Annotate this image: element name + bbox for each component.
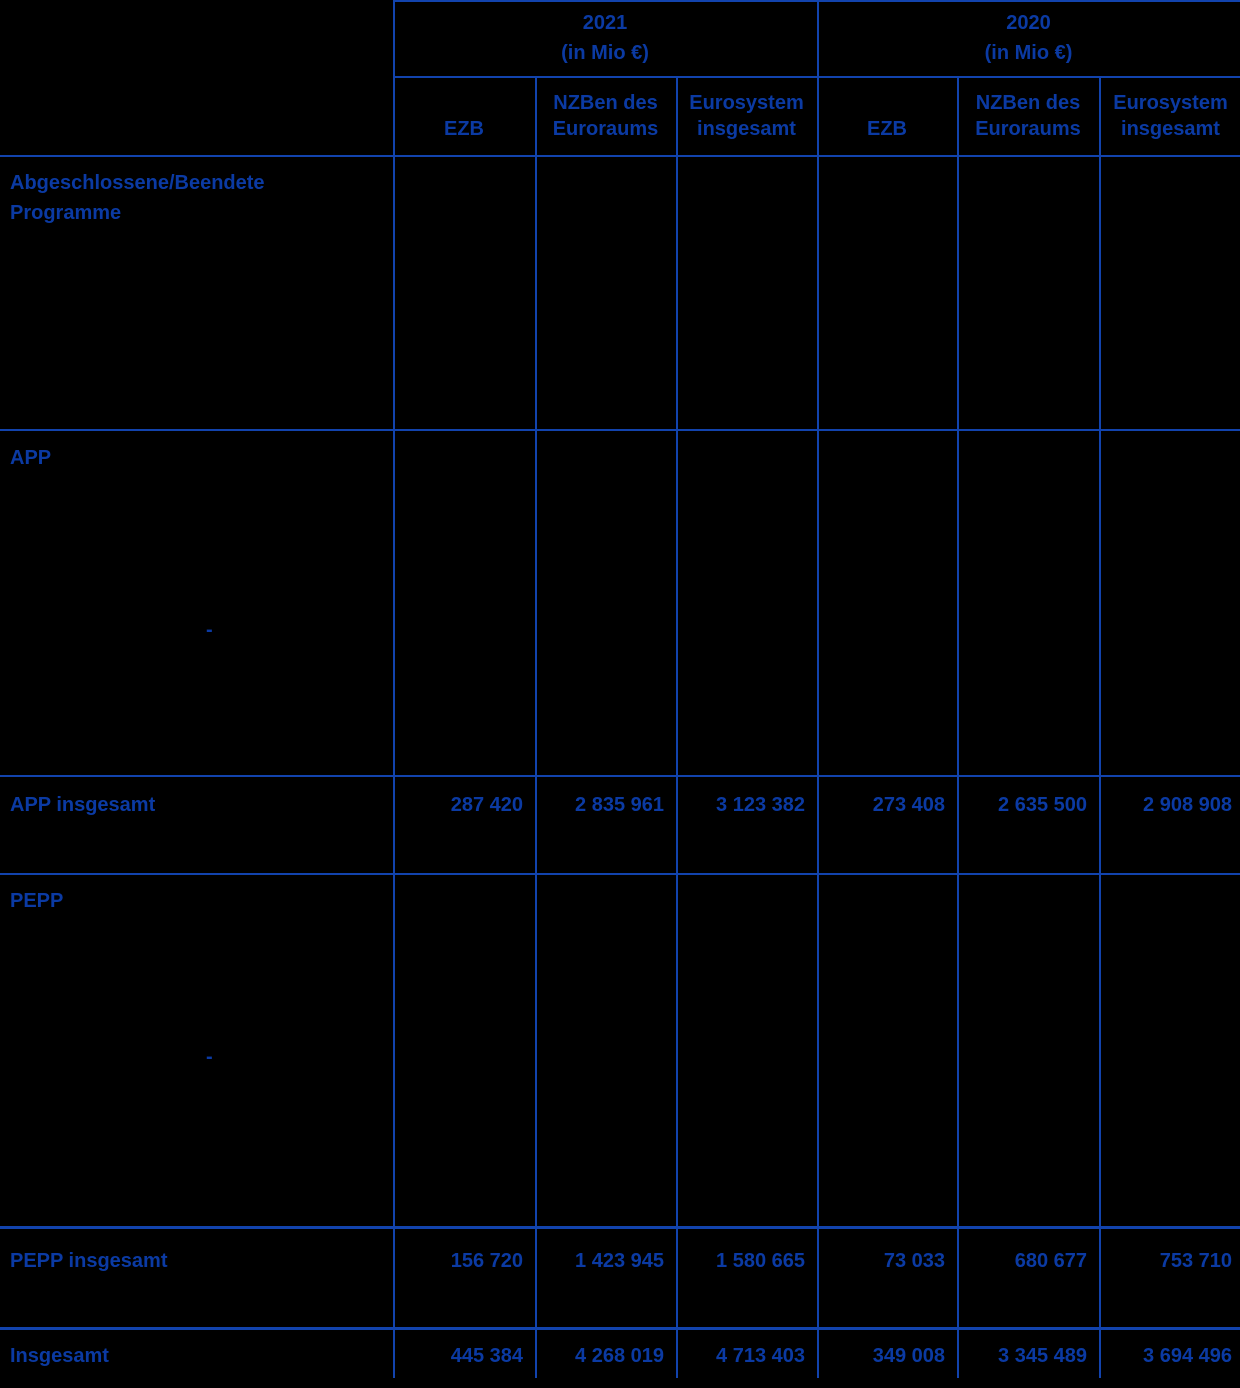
insgesamt-eurosystem-2021: 4 713 403 <box>716 1345 805 1367</box>
pepp-insgesamt-nzben-2021: 1 423 945 <box>575 1250 664 1272</box>
app-insgesamt-eurosystem-2021: 3 123 382 <box>716 794 805 816</box>
grid-hline <box>393 76 1240 78</box>
grid-vline <box>676 77 678 1378</box>
insgesamt-nzben-2021: 4 268 019 <box>575 1345 664 1367</box>
pepp-insgesamt-eurosystem-2021: 1 580 665 <box>716 1250 805 1272</box>
row-label-pepp: PEPP <box>10 890 64 912</box>
app-insgesamt-ezb-2021: 287 420 <box>450 794 523 816</box>
app-insgesamt-nzben-2020: 2 635 500 <box>998 794 1087 816</box>
grid-hline <box>0 1327 1240 1330</box>
grid-hline <box>0 873 1240 875</box>
grid-vline <box>817 0 819 1378</box>
insgesamt-ezb-2020: 349 008 <box>872 1345 945 1367</box>
grid-hline <box>0 775 1240 777</box>
year-group-2020: 2020 (in Mio €) <box>819 0 1238 76</box>
row-label-insgesamt: Insgesamt <box>10 1345 109 1367</box>
grid-hline <box>0 429 1240 431</box>
grid-vline <box>1099 77 1101 1378</box>
pepp-insgesamt-ezb-2020: 73 033 <box>883 1250 945 1272</box>
grid-hline <box>0 155 1240 157</box>
year-unit: (in Mio €) <box>561 42 649 64</box>
grid-vline <box>535 77 537 1378</box>
grid-vline <box>957 77 959 1378</box>
pepp-insgesamt-nzben-2020: 680 677 <box>1014 1250 1087 1272</box>
app-insgesamt-eurosystem-2020: 2 908 908 <box>1143 794 1232 816</box>
pepp-insgesamt-eurosystem-2020: 753 710 <box>1159 1250 1232 1272</box>
row-label-app: APP <box>10 447 52 469</box>
col-header-ezb-2021: EZB <box>444 118 484 140</box>
pepp-subitem-dash: - <box>206 1046 213 1068</box>
row-label-pepp-insgesamt: PEPP insgesamt <box>10 1250 168 1272</box>
row-label-abgeschlossene-programme: Abgeschlossene/Beendete Programme <box>10 172 265 224</box>
grid-hline <box>0 1226 1240 1229</box>
col-header-nzben-2020: NZBen des Euroraums <box>975 92 1081 140</box>
year-label: 2020 <box>1006 12 1051 34</box>
app-insgesamt-nzben-2021: 2 835 961 <box>575 794 664 816</box>
year-label: 2021 <box>582 12 628 34</box>
insgesamt-nzben-2020: 3 345 489 <box>998 1345 1087 1367</box>
pepp-insgesamt-ezb-2021: 156 720 <box>450 1250 523 1272</box>
col-header-nzben-2021: NZBen des Euroraums <box>552 92 659 140</box>
row-label-app-insgesamt: APP insgesamt <box>10 794 156 816</box>
app-subitem-dash: - <box>206 619 213 641</box>
col-header-eurosystem-2020: Eurosystem insgesamt <box>1113 92 1228 140</box>
col-header-eurosystem-2021: Eurosystem insgesamt <box>689 92 804 140</box>
app-insgesamt-ezb-2020: 273 408 <box>872 794 945 816</box>
insgesamt-eurosystem-2020: 3 694 496 <box>1143 1345 1232 1367</box>
year-unit: (in Mio €) <box>984 42 1073 64</box>
year-group-2021: 2021 (in Mio €) <box>395 0 815 76</box>
grid-vline <box>393 0 395 1378</box>
col-header-ezb-2020: EZB <box>867 118 907 140</box>
insgesamt-ezb-2021: 445 384 <box>450 1345 523 1367</box>
grid-hline <box>393 0 1240 2</box>
